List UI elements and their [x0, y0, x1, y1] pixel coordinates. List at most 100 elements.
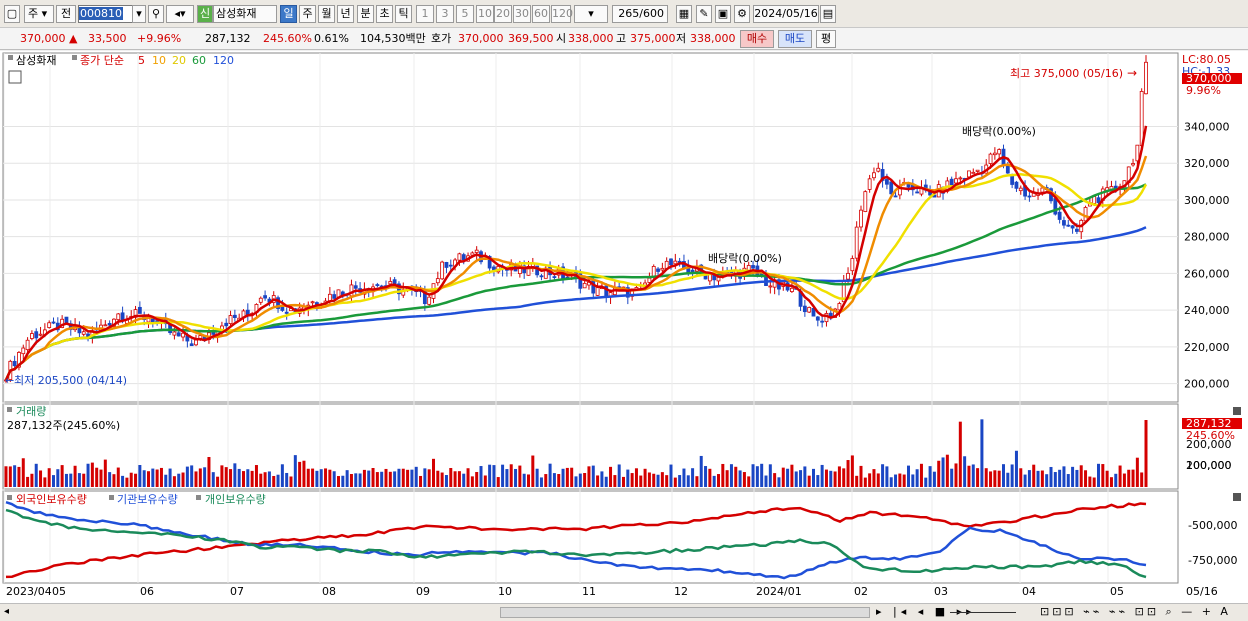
tools-icons[interactable]: ⊡⊡⊡ ⌁⌁ ⌁⌁ ⊡⊡ ⌕ — + A — [1040, 605, 1231, 618]
volume-bar — [622, 476, 625, 487]
code-input[interactable]: 000810 — [78, 5, 146, 23]
chart-area: 삼성화재 종가 단순 5 10 20 60 120 최고 375,000 (05… — [0, 51, 1248, 603]
candle-body — [850, 258, 855, 272]
volume-bar — [984, 468, 988, 487]
volume-bar — [954, 463, 958, 487]
min-1[interactable]: 1 — [416, 5, 434, 23]
scroll-thumb[interactable] — [500, 607, 870, 618]
candle-body — [954, 178, 958, 184]
volume-bar — [760, 463, 764, 487]
volume-bar — [777, 477, 781, 487]
period-month[interactable]: 월 — [318, 5, 335, 23]
volume-bar — [337, 476, 340, 487]
volume-bar — [362, 469, 366, 487]
individual-line — [5, 508, 1147, 579]
volume-bar — [643, 468, 647, 487]
volume-bar — [77, 473, 81, 487]
volume-bar — [64, 473, 68, 487]
candle-body — [332, 294, 337, 299]
market-select[interactable]: 주 ▾ — [24, 5, 54, 23]
volume-bar — [773, 473, 777, 487]
period-tick[interactable]: 틱 — [395, 5, 412, 23]
sell-button[interactable]: 매도 — [778, 30, 812, 48]
volume-bar — [600, 471, 604, 487]
chart-svg[interactable]: 삼성화재 종가 단순 5 10 20 60 120 최고 375,000 (05… — [0, 51, 1248, 603]
zoom-slider[interactable] — [950, 612, 1016, 613]
candle-body — [232, 314, 237, 318]
volume-ratio: 245.60% — [263, 32, 312, 45]
count-input[interactable]: 265/600 — [612, 5, 668, 23]
candle-body — [375, 284, 380, 286]
legend-ma-label: 종가 단순 — [80, 54, 124, 67]
search-icon[interactable]: ⚲ — [148, 5, 164, 23]
candle-body — [427, 296, 432, 305]
candle-body — [582, 282, 587, 289]
chevron-down-icon[interactable]: ▾ — [132, 5, 146, 23]
volume-bar — [561, 468, 565, 487]
candle-body — [17, 352, 21, 368]
volume-bar — [915, 469, 919, 487]
min-20[interactable]: 20 — [494, 5, 512, 23]
volume-bar — [380, 471, 384, 487]
volume-bar — [1114, 473, 1118, 487]
volume-bar — [514, 468, 518, 487]
volume-bar — [898, 473, 902, 487]
playback-controls[interactable]: |◂ ◂ ■ ▸▸ — [893, 605, 976, 618]
scroll-right-icon[interactable]: ▸ — [876, 605, 882, 618]
volume-bar — [457, 471, 461, 487]
x-tick: 05 — [52, 585, 66, 598]
calendar-icon[interactable]: ▤ — [820, 5, 836, 23]
volume-tick: 200,000 — [1186, 459, 1232, 472]
period-week[interactable]: 주 — [299, 5, 316, 23]
legend-foreign: 외국인보유수량 — [16, 493, 87, 506]
save-icon[interactable]: ▣ — [715, 5, 731, 23]
volume-bar — [695, 476, 699, 487]
gear-icon[interactable]: ⚙ — [734, 5, 750, 23]
buy-button[interactable]: 매수 — [740, 30, 774, 48]
min-3[interactable]: 3 — [436, 5, 454, 23]
avg-button[interactable]: 평 — [816, 30, 836, 48]
volume-bar — [639, 475, 643, 487]
volume-bar — [539, 477, 543, 487]
min-120[interactable]: 120 — [551, 5, 573, 23]
volume-bar — [924, 477, 928, 487]
close-icon[interactable] — [1233, 493, 1241, 501]
volume-bar — [626, 469, 630, 487]
volume-bar — [881, 464, 885, 487]
grid-icon[interactable]: ▦ — [676, 5, 692, 23]
candle-body — [487, 256, 492, 269]
volume-bar — [311, 468, 315, 487]
period-day[interactable]: 일 — [280, 5, 297, 23]
calculator-icon[interactable] — [8, 70, 22, 84]
min-10[interactable]: 10 — [476, 5, 494, 23]
min-5[interactable]: 5 — [456, 5, 474, 23]
period-year[interactable]: 년 — [337, 5, 354, 23]
candle-body — [669, 258, 673, 266]
volume-bar — [82, 473, 86, 487]
close-icon[interactable] — [1233, 407, 1241, 415]
volume-bar — [552, 473, 556, 487]
period-minute[interactable]: 분 — [357, 5, 374, 23]
current-price: 370,000 — [1186, 72, 1232, 85]
volume-tick-200k: 200,000 — [1186, 438, 1232, 451]
candle-body — [971, 171, 976, 174]
volume-bar — [90, 462, 94, 487]
volume-bar — [358, 473, 362, 487]
draw-icon[interactable]: ✎ — [696, 5, 712, 23]
volume-bar — [729, 464, 733, 487]
scrollbar[interactable]: ◂ ▸ |◂ ◂ ■ ▸▸ ⊡⊡⊡ ⌁⌁ ⌁⌁ ⊡⊡ ⌕ — + A — [0, 603, 1248, 621]
date-input[interactable]: 2024/05/16 — [753, 5, 819, 23]
chevron-down-icon[interactable]: ▾ — [574, 5, 608, 23]
min-60[interactable]: 60 — [532, 5, 550, 23]
volume-bar — [583, 472, 587, 487]
stock-name: 삼성화재 — [213, 5, 277, 23]
prev-button[interactable]: 전 — [56, 5, 76, 23]
candle-body — [388, 281, 393, 285]
speaker-icon[interactable]: ◂▾ — [166, 5, 194, 23]
scroll-left-icon[interactable]: ◂ — [4, 606, 10, 617]
window-icon[interactable]: ▢ — [4, 5, 20, 23]
volume-bar — [1049, 466, 1053, 487]
volume-bar — [812, 468, 815, 487]
period-second[interactable]: 초 — [376, 5, 393, 23]
min-30[interactable]: 30 — [513, 5, 531, 23]
